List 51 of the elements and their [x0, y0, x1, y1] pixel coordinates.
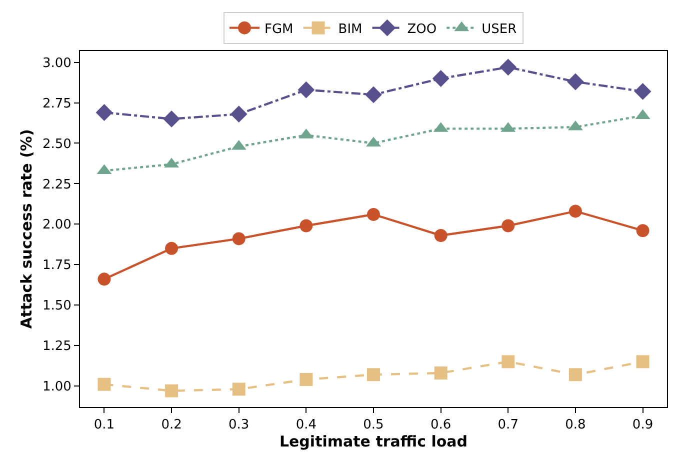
y-tick-label: 2.75	[42, 96, 72, 112]
point	[163, 110, 180, 128]
point	[434, 366, 448, 380]
point	[365, 86, 382, 104]
y-axis-title: Attack success rate (%)	[18, 129, 36, 329]
y-tick-label: 1.25	[42, 339, 72, 354]
point	[300, 219, 313, 232]
point	[300, 372, 313, 386]
point	[298, 81, 315, 98]
y-tick-label: 2.50	[42, 136, 72, 152]
point	[432, 70, 450, 87]
point	[230, 106, 248, 123]
point	[502, 355, 515, 368]
point	[98, 272, 111, 286]
x-axis-title: Legitimate traffic load	[279, 432, 468, 451]
x-tick-label: 0.6	[430, 418, 452, 433]
legend-label: BIM	[338, 22, 362, 37]
point	[232, 382, 246, 396]
y-tick-label: 2.25	[42, 177, 72, 192]
point	[98, 378, 111, 391]
legend-label: ZOO	[407, 22, 437, 37]
point	[96, 104, 113, 121]
point	[232, 232, 246, 246]
y-tick-label: 3.00	[42, 56, 72, 71]
x-tick-label: 0.9	[632, 418, 654, 433]
y-tick-label: 2.00	[42, 218, 72, 233]
point	[434, 228, 448, 242]
y-tick-label: 1.00	[42, 380, 72, 395]
x-tick-label: 0.4	[296, 418, 317, 433]
point	[568, 368, 582, 382]
legend-label: FGM	[264, 22, 294, 37]
point	[634, 83, 652, 100]
x-tick-label: 0.7	[498, 418, 518, 433]
y-tick-label: 1.50	[42, 298, 72, 314]
y-tick-label: 1.75	[42, 258, 72, 274]
point	[367, 368, 380, 382]
point	[165, 384, 178, 398]
x-tick-label: 0.2	[161, 418, 182, 433]
point	[567, 73, 584, 90]
x-tick-label: 0.3	[228, 418, 250, 433]
point	[500, 58, 517, 76]
legend-label: USER	[482, 22, 517, 37]
x-tick-label: 0.5	[363, 418, 384, 433]
x-tick-label: 0.1	[94, 418, 115, 433]
point	[165, 242, 178, 255]
point	[636, 355, 650, 368]
x-tick-label: 0.8	[565, 418, 586, 433]
point	[502, 219, 515, 232]
point	[568, 204, 582, 218]
point	[367, 208, 380, 221]
point	[636, 224, 650, 238]
